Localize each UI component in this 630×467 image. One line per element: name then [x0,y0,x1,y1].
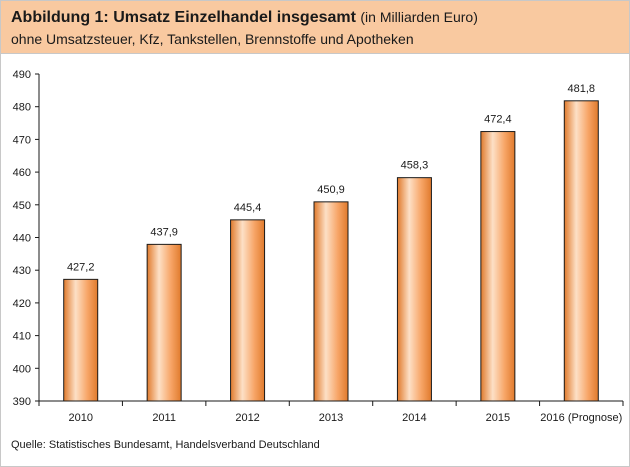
chart-header: Abbildung 1: Umsatz Einzelhandel insgesa… [1,1,629,54]
bar-2016 [563,100,599,402]
y-tick-label: 440 [13,233,31,245]
data-label-2010: 427,2 [67,261,95,273]
bar-2015 [480,131,516,402]
data-label-2011: 437,9 [150,226,178,238]
bar-2014 [396,177,432,402]
data-label-2013: 450,9 [317,184,345,196]
chart-title-main: Abbildung 1: Umsatz Einzelhandel insgesa… [11,9,356,26]
x-tick-label-2016: 2016 (Prognose) [540,412,622,424]
x-tick-label-2010: 2010 [68,412,92,424]
source-note: Quelle: Statistisches Bundesamt, Handels… [11,439,320,451]
bar-2010 [63,278,99,402]
x-tick-label-2015: 2015 [486,412,510,424]
chart-subtitle: ohne Umsatzsteuer, Kfz, Tankstellen, Bre… [11,31,414,47]
bar-chart: 390 400 410 420 430 440 450 460 470 480 490 427,2 2… [13,69,624,424]
x-tick-label-2014: 2014 [402,412,426,424]
data-label-2012: 445,4 [234,202,262,214]
y-tick-label: 470 [13,134,31,146]
bar-2012 [230,219,266,402]
chart-title-unit: (in Milliarden Euro) [360,9,478,25]
bar-2013 [313,201,349,402]
x-tick-label-2013: 2013 [319,412,343,424]
y-tick-label: 480 [13,102,31,114]
x-tick-label-2011: 2011 [152,412,176,424]
y-tick-label: 390 [13,396,31,408]
y-tick-label: 410 [13,331,31,343]
data-label-2016: 481,8 [568,83,596,95]
y-tick-label: 460 [13,167,31,179]
y-tick-label: 430 [13,265,31,277]
x-tick-label-2012: 2012 [235,412,259,424]
y-tick-label: 490 [13,69,31,81]
y-tick-label: 400 [13,363,31,375]
chart-title: Abbildung 1: Umsatz Einzelhandel insgesa… [11,9,478,27]
data-label-2014: 458,3 [401,160,429,172]
y-tick-label: 420 [13,298,31,310]
bar-2011 [146,243,182,402]
data-label-2015: 472,4 [484,114,512,126]
y-tick-label: 450 [13,200,31,212]
